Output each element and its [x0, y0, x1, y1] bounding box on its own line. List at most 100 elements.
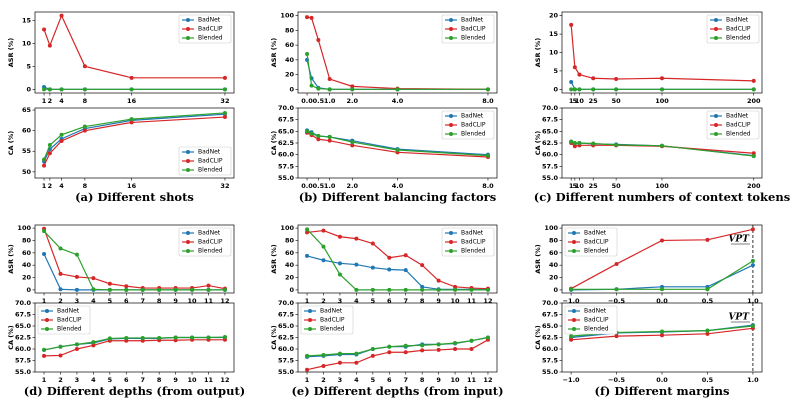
legend: BadNet BadCLIP Blended	[706, 14, 760, 44]
y-tick-label: 0	[289, 85, 294, 93]
y-tick-label: 57.5	[278, 357, 295, 365]
data-point	[124, 287, 129, 292]
x-tick-label: 10	[451, 376, 461, 384]
x-tick-label: 1.0	[747, 297, 759, 305]
y-tick-label: 100	[280, 12, 294, 20]
series-line	[43, 253, 225, 291]
x-tick-label: 11	[204, 376, 214, 384]
legend-label: BadCLIP	[461, 122, 486, 129]
caption: (d) Different depths (from output)	[24, 384, 245, 398]
x-tick-label: −1.0	[563, 297, 580, 305]
legend-label: Blended	[461, 248, 486, 255]
legend-marker	[186, 18, 190, 22]
x-tick-label: 5	[573, 97, 578, 105]
series-line	[306, 59, 488, 90]
data-point	[107, 336, 112, 341]
y-tick-label: 70.0	[542, 104, 559, 112]
y-tick-label: 70.0	[278, 299, 295, 307]
y-tick-label: 70.0	[15, 299, 32, 307]
data-point	[350, 84, 355, 89]
y-tick-label: 65.0	[15, 322, 32, 330]
y-tick-label: 65.0	[542, 127, 559, 135]
legend-label: BadNet	[198, 17, 221, 24]
data-point	[305, 227, 310, 232]
data-point	[129, 87, 134, 92]
x-tick-label: 2.0	[347, 97, 359, 105]
data-point	[350, 140, 355, 145]
x-tick-label: 8	[420, 376, 425, 384]
x-tick-label: 3	[338, 297, 343, 305]
data-point	[321, 258, 326, 263]
data-point	[206, 283, 211, 288]
legend: BadNet BadCLIP Blended	[300, 305, 354, 335]
legend-marker	[714, 132, 718, 136]
legend-label: BadCLIP	[726, 26, 751, 33]
data-point	[370, 347, 375, 351]
x-tick-label: 1	[569, 97, 574, 105]
y-tick-label: 57.5	[278, 162, 295, 170]
y-tick-label: 55.0	[15, 368, 32, 376]
x-tick-label: 32	[220, 182, 229, 190]
legend-marker	[572, 309, 576, 313]
plot-frame	[34, 224, 235, 294]
x-tick-label: 0.0	[301, 182, 313, 190]
x-tick-label: 6	[124, 376, 129, 384]
x-tick-label: 2	[48, 182, 53, 190]
legend-marker	[714, 36, 718, 40]
x-tick-label: 10	[188, 376, 198, 384]
data-point	[485, 87, 490, 92]
y-tick-label: 55.0	[278, 174, 295, 182]
data-point	[436, 278, 441, 283]
y-tick-label: 100	[17, 224, 31, 232]
y-tick-label: 55.0	[278, 368, 295, 376]
y-tick-label: 67.5	[278, 116, 295, 124]
data-point	[350, 143, 355, 148]
data-point	[572, 87, 577, 92]
legend: BadNet BadCLIP Blended	[441, 110, 495, 140]
y-tick-label: 62.5	[542, 334, 559, 342]
y-tick-label: 65.0	[278, 127, 295, 135]
data-point	[436, 287, 441, 292]
legend-marker	[714, 18, 718, 22]
series-line	[43, 336, 225, 351]
x-tick-label: 32	[220, 97, 229, 105]
x-tick-label: 8	[157, 297, 162, 305]
data-point	[222, 87, 227, 92]
y-tick-label: 65	[22, 106, 32, 114]
data-point	[660, 87, 664, 92]
y-tick-label: 60	[549, 249, 559, 257]
data-point	[453, 287, 458, 292]
x-tick-label: 9	[173, 297, 178, 305]
data-point	[614, 261, 619, 266]
data-point	[47, 151, 52, 156]
legend-marker	[449, 231, 453, 235]
data-point	[321, 364, 326, 369]
plot-frame	[34, 107, 235, 179]
data-point	[58, 287, 63, 292]
x-tick-label: 3	[75, 376, 80, 384]
data-point	[705, 331, 710, 336]
legend-marker	[186, 159, 190, 163]
data-point	[305, 253, 310, 258]
data-point	[614, 334, 619, 339]
legend-label: BadNet	[726, 17, 749, 24]
legend-marker	[714, 114, 718, 118]
data-point	[140, 335, 145, 340]
legend-marker	[572, 318, 576, 322]
data-point	[403, 268, 408, 273]
data-point	[469, 347, 474, 351]
legend-box	[178, 146, 232, 176]
data-point	[222, 115, 227, 120]
x-tick-label: 0.5	[313, 182, 325, 190]
y-tick-label: 0	[553, 286, 558, 294]
x-tick-label: 8	[157, 376, 162, 384]
data-point	[469, 287, 474, 292]
annotation: VPT	[728, 235, 750, 245]
data-point	[387, 287, 392, 292]
data-point	[370, 241, 375, 246]
legend-marker	[572, 327, 576, 331]
data-point	[58, 246, 63, 251]
x-tick-label: 7	[140, 376, 145, 384]
x-tick-label: 6	[124, 297, 129, 305]
